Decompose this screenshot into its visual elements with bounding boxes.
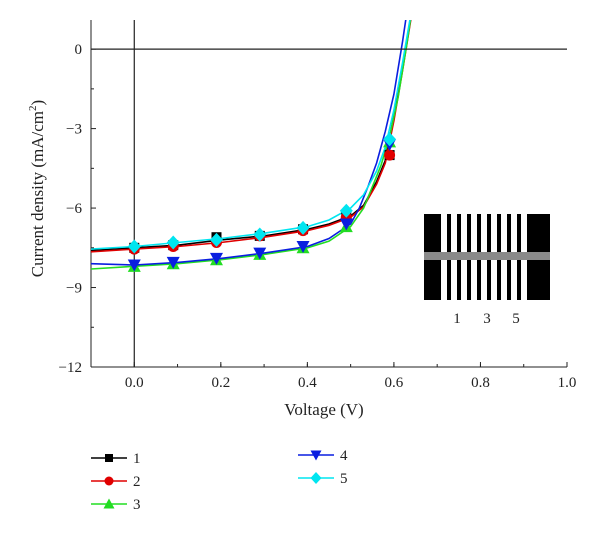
series-4-point (209, 252, 223, 265)
legend-label-5: 5 (340, 471, 348, 487)
y-tick-label: −9 (66, 281, 82, 297)
series-markers (127, 132, 397, 272)
inset-label: 5 (512, 311, 520, 327)
y-axis: 0 −3 −6 −9 −12 (59, 42, 96, 376)
series-line-1 (91, 20, 412, 252)
series-2-point (384, 149, 396, 161)
y-tick-label: −12 (59, 360, 82, 376)
legend-marker-4 (310, 450, 322, 461)
plot-background (90, 20, 567, 368)
legend-label-3: 3 (133, 497, 141, 513)
series-5-point (166, 235, 180, 250)
series-line-4 (91, 20, 407, 266)
legend-marker-3 (103, 498, 115, 509)
y-axis-label-superscript: 2 (27, 105, 39, 111)
legend: 1 2 3 4 5 (91, 448, 348, 513)
y-axis-label-tail: ) (28, 100, 47, 106)
series-line-5 (91, 20, 411, 250)
reference-lines (91, 20, 567, 367)
x-axis-label: Voltage (V) (284, 400, 363, 419)
legend-marker-2 (104, 476, 114, 486)
series-5-point (253, 227, 267, 242)
series-4-point (166, 256, 180, 269)
x-tick-label: 0.8 (471, 375, 490, 391)
y-axis-label: Current density (mA/cm2) (27, 100, 47, 277)
series-5-point (383, 132, 397, 147)
x-tick-label: 1.0 (558, 375, 577, 391)
y-axis-label-main: Current density (mA/cm (28, 111, 47, 277)
legend-marker-1 (105, 454, 113, 462)
series-5-point (339, 203, 353, 218)
inset-cross-bar (424, 252, 550, 260)
x-tick-label: 0.0 (125, 375, 144, 391)
series-line-3 (91, 20, 412, 270)
series-4-point (296, 240, 310, 253)
inset-label: 3 (483, 311, 491, 327)
series-5-point (296, 220, 310, 235)
x-tick-label: 0.4 (298, 375, 317, 391)
legend-label-2: 2 (133, 474, 141, 490)
legend-marker-5 (310, 472, 322, 484)
series-4-point (127, 259, 141, 272)
y-tick-label: −3 (66, 122, 82, 138)
series-line-2 (91, 20, 412, 253)
inset-label: 1 (453, 311, 461, 327)
legend-label-4: 4 (340, 448, 348, 464)
legend-label-1: 1 (133, 451, 141, 467)
x-tick-label: 0.2 (211, 375, 230, 391)
series-5-point (209, 232, 223, 247)
series-4-point (339, 218, 353, 231)
y-tick-label: 0 (75, 42, 83, 58)
series-lines (91, 20, 412, 270)
series-4-point (253, 247, 267, 260)
y-tick-label: −6 (66, 201, 82, 217)
series-5-point (127, 239, 141, 254)
device-pattern-inset: 1 3 5 (424, 214, 550, 327)
x-axis: 0.0 0.2 0.4 0.6 0.8 1.0 (90, 362, 577, 391)
x-tick-label: 0.6 (385, 375, 404, 391)
